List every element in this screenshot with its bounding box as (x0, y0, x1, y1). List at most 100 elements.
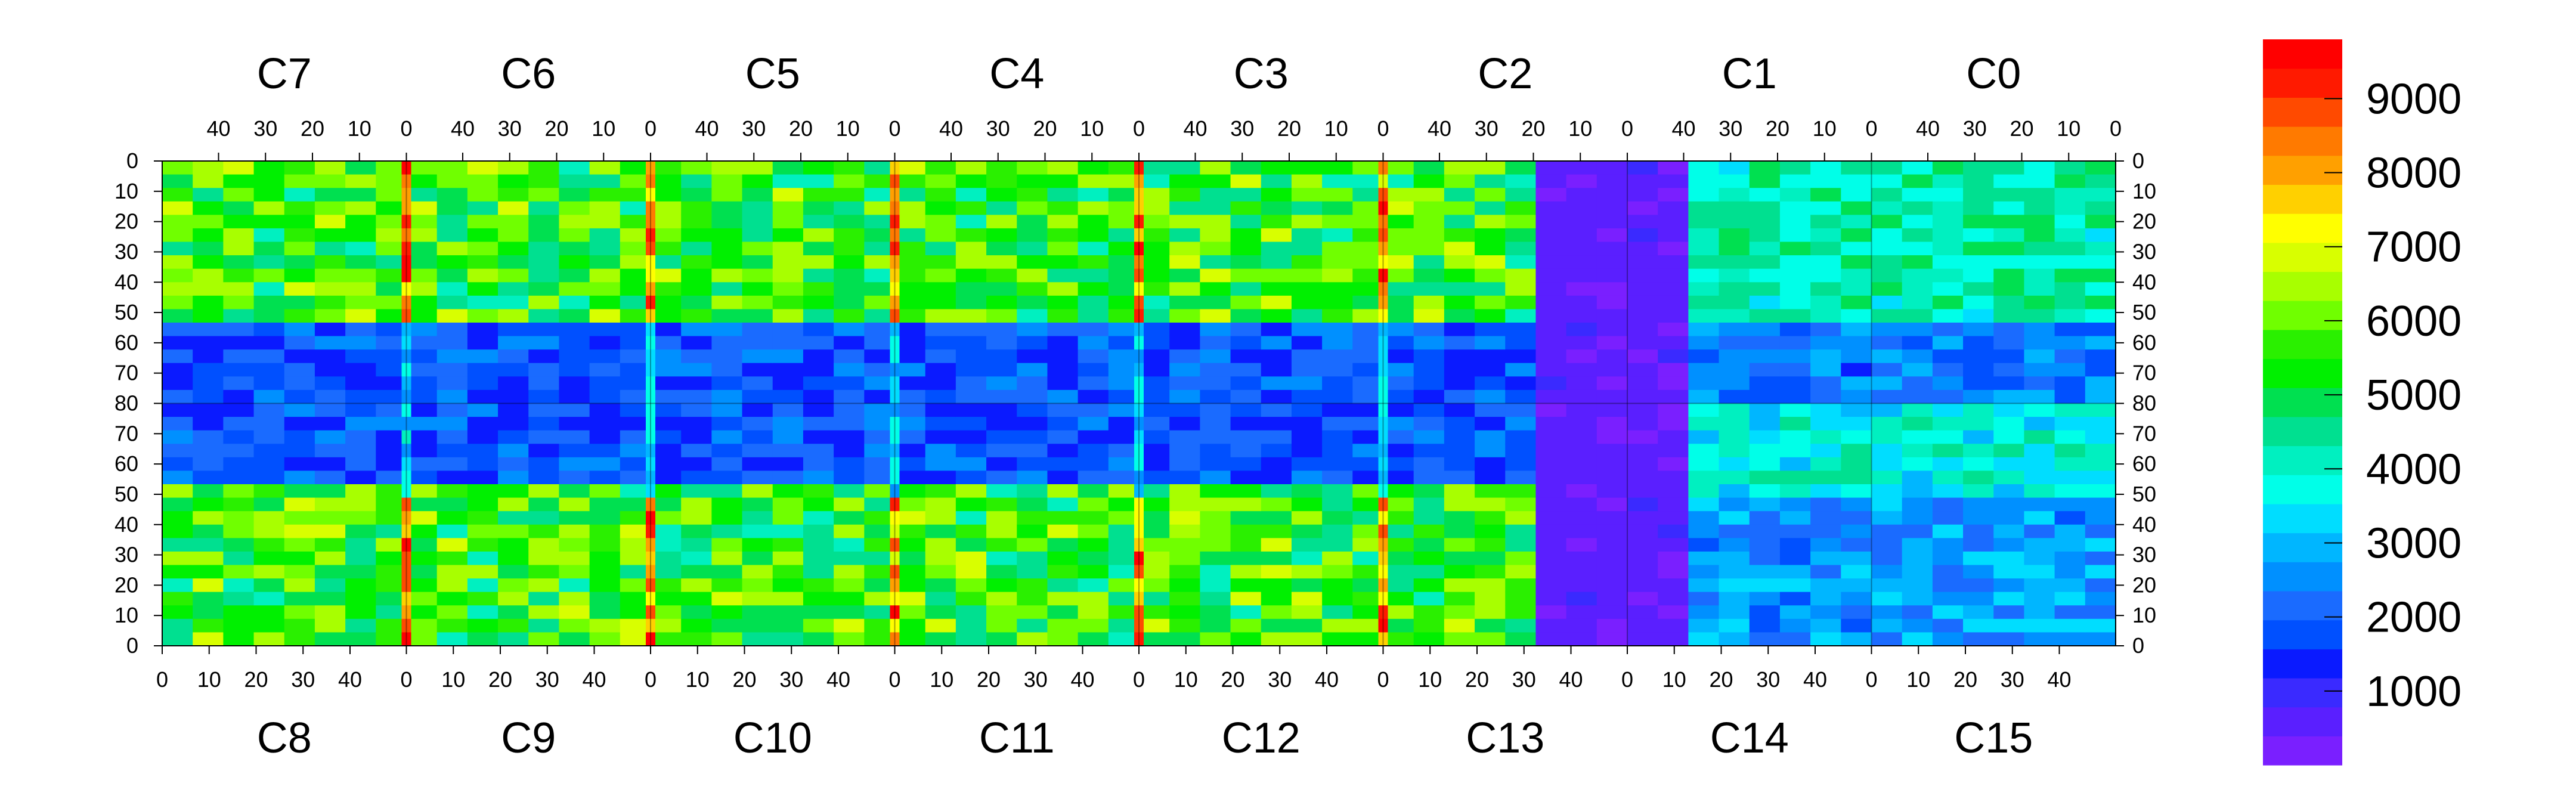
heatmap-cell (1078, 403, 1109, 417)
heatmap-cell (681, 376, 712, 391)
heatmap-cell (772, 403, 804, 417)
heatmap-cell (314, 444, 346, 458)
heatmap-cell (1841, 457, 1872, 471)
heatmap-cell (1169, 578, 1200, 593)
heatmap-cell (1505, 497, 1536, 512)
heatmap-cell (1078, 363, 1109, 377)
heatmap-cell (559, 605, 590, 620)
heatmap-cell (376, 484, 407, 499)
heatmap-cell (589, 511, 621, 525)
heatmap-cell (1902, 618, 1933, 633)
y-tick-label: 0 (2132, 633, 2144, 658)
heatmap-cell (376, 242, 407, 256)
heatmap-cell (1566, 174, 1597, 188)
heatmap-cell (2024, 323, 2055, 337)
chip-label-top: C0 (1966, 50, 2021, 98)
heatmap-cell (1993, 309, 2024, 323)
heatmap-cell (1779, 174, 1811, 188)
heatmap-cell (1841, 618, 1872, 633)
x-tick-label: 10 (592, 116, 615, 141)
heatmap-cell (589, 484, 621, 499)
colorbar-tick-label: 7000 (2366, 224, 2462, 271)
heatmap-cell (864, 511, 895, 525)
y-tick-label: 30 (114, 543, 138, 567)
heatmap-cell (345, 268, 376, 283)
heatmap-cell (345, 484, 376, 499)
heatmap-cell (1017, 309, 1048, 323)
heatmap-cell (498, 268, 529, 283)
colorbar-segment (2263, 416, 2342, 447)
heatmap-cell (589, 497, 621, 512)
heatmap-cell (646, 592, 655, 606)
chip-label-top: C2 (1478, 50, 1532, 98)
heatmap-cell (1505, 605, 1536, 620)
heatmap-cell (2024, 188, 2055, 202)
heatmap-cell (894, 484, 926, 499)
heatmap-cell (1017, 349, 1048, 364)
heatmap-cell (1383, 632, 1414, 646)
heatmap-cell (1230, 578, 1262, 593)
heatmap-cell (803, 618, 834, 633)
heatmap-cell (253, 174, 285, 188)
heatmap-cell (1841, 282, 1872, 296)
heatmap-cell (498, 174, 529, 188)
heatmap-cell (162, 605, 193, 620)
heatmap-cell (162, 228, 193, 242)
heatmap-cell (1841, 444, 1872, 458)
heatmap-cell (1139, 618, 1170, 633)
heatmap-cell (1230, 255, 1262, 270)
heatmap-cell (890, 578, 900, 593)
heatmap-cell (894, 524, 926, 538)
heatmap-cell (1627, 389, 1658, 404)
heatmap-cell (1413, 389, 1445, 404)
heatmap-cell (1134, 497, 1144, 512)
heatmap-cell (528, 215, 559, 229)
heatmap-cell (1993, 228, 2024, 242)
heatmap-cell (620, 349, 651, 364)
heatmap-cell (1139, 376, 1170, 391)
heatmap-cell (1779, 161, 1811, 175)
x-tick-label: 0 (1133, 116, 1145, 141)
heatmap-cell (436, 389, 468, 404)
heatmap-cell (834, 201, 865, 215)
heatmap-cell (742, 242, 773, 256)
chip-region (1871, 403, 2116, 646)
heatmap-cell (1261, 457, 1292, 471)
heatmap-cell (223, 618, 255, 633)
heatmap-cell (772, 323, 804, 337)
heatmap-cell (528, 605, 559, 620)
heatmap-cell (223, 174, 255, 188)
heatmap-cell (742, 403, 773, 417)
heatmap-cell (1993, 403, 2024, 417)
heatmap-cell (681, 511, 712, 525)
heatmap-cell (1291, 618, 1323, 633)
chip-label-bottom: C12 (1222, 714, 1301, 762)
heatmap-cell (1719, 389, 1750, 404)
heatmap-cell (559, 228, 590, 242)
heatmap-cell (1134, 188, 1144, 202)
heatmap-cell (1749, 188, 1781, 202)
heatmap-cell (1444, 174, 1475, 188)
heatmap-cell (1963, 349, 1994, 364)
heatmap-cell (2024, 430, 2055, 444)
heatmap-cell (162, 551, 193, 565)
heatmap-cell (2054, 524, 2086, 538)
heatmap-cell (1719, 323, 1750, 337)
heatmap-cell (1378, 295, 1388, 309)
heatmap-cell (1444, 161, 1475, 175)
heatmap-cell (1871, 417, 1903, 431)
heatmap-cell (1810, 417, 1841, 431)
heatmap-cell (345, 242, 376, 256)
heatmap-cell (925, 618, 956, 633)
heatmap-cell (1658, 389, 1689, 404)
heatmap-cell (681, 618, 712, 633)
heatmap-cell (528, 174, 559, 188)
heatmap-cell (651, 336, 682, 350)
heatmap-cell (314, 242, 346, 256)
heatmap-cell (1719, 632, 1750, 646)
heatmap-cell (1688, 282, 1720, 296)
heatmap-cell (376, 323, 407, 337)
heatmap-cell (1413, 417, 1445, 431)
heatmap-cell (1658, 323, 1689, 337)
heatmap-cell (376, 605, 407, 620)
